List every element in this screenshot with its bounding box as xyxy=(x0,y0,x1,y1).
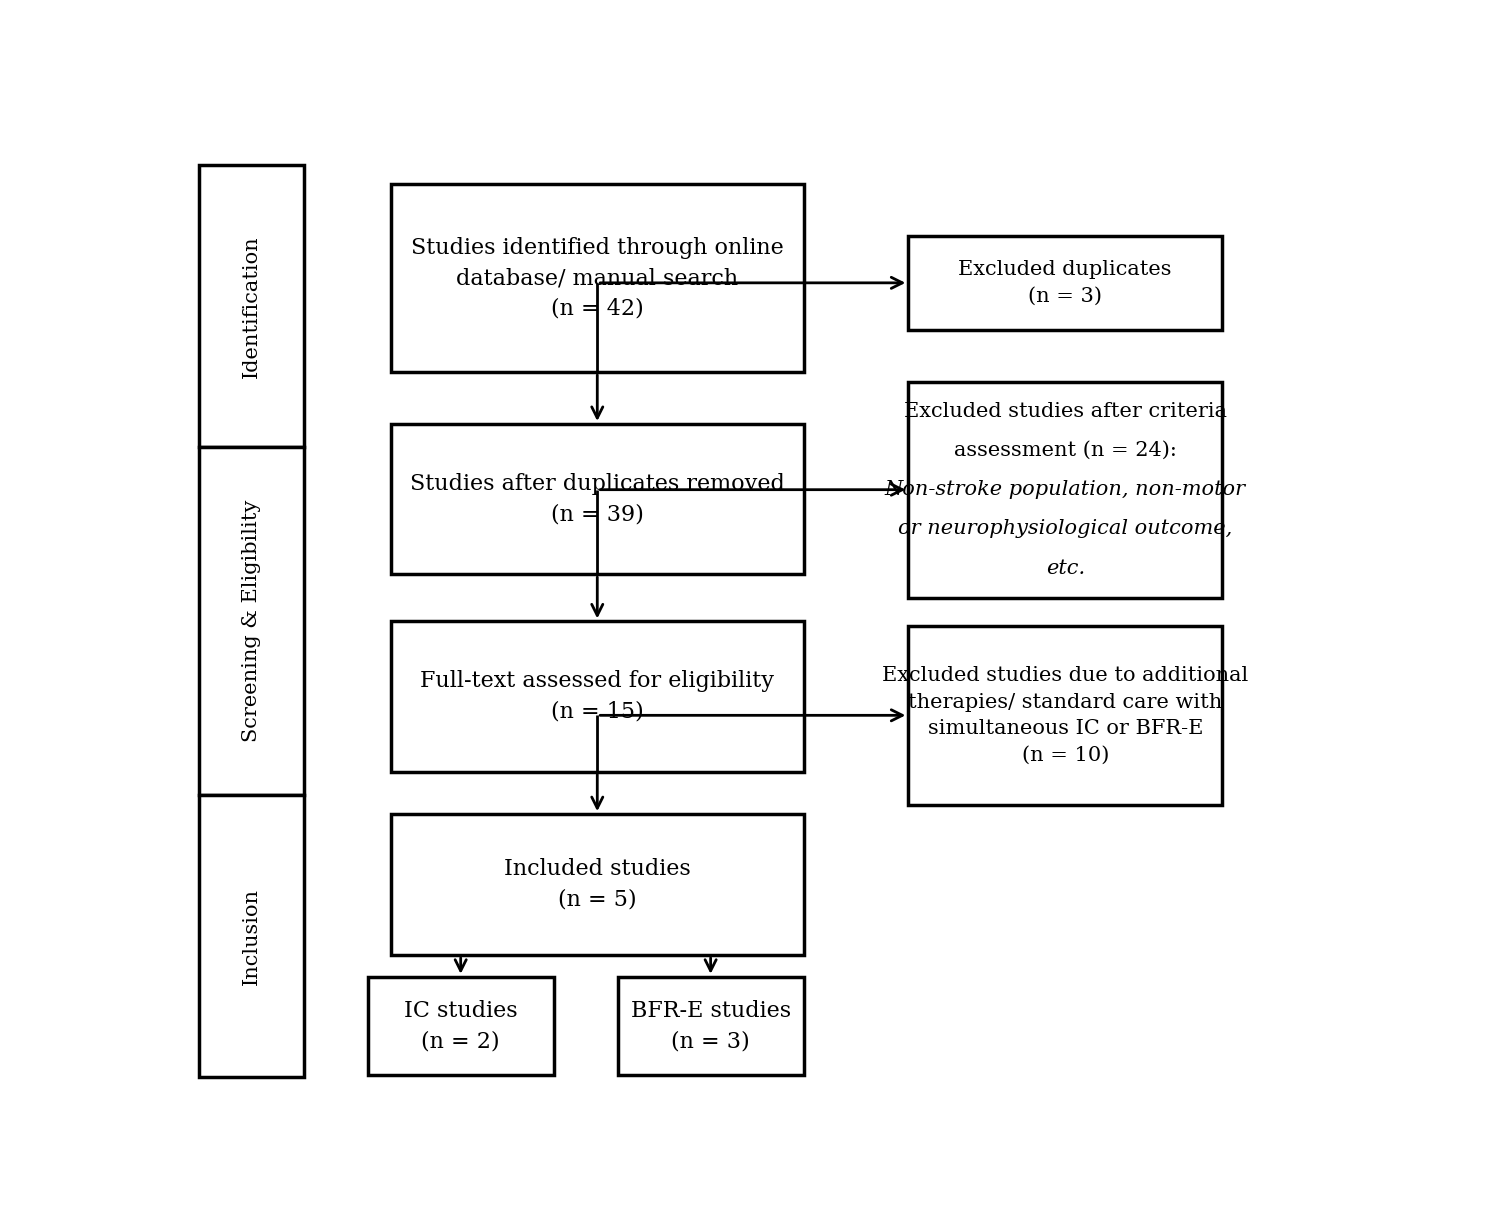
Bar xyxy=(368,977,554,1076)
Bar xyxy=(392,184,804,372)
Text: etc.: etc. xyxy=(1046,559,1084,578)
Bar xyxy=(392,621,804,772)
Bar xyxy=(908,626,1222,805)
Text: Excluded duplicates
(n = 3): Excluded duplicates (n = 3) xyxy=(958,260,1172,305)
Bar xyxy=(392,814,804,955)
Bar xyxy=(200,165,303,447)
Text: Inclusion: Inclusion xyxy=(242,888,261,985)
Text: Studies identified through online
database/ manual search
(n = 42): Studies identified through online databa… xyxy=(411,237,783,320)
Text: BFR-E studies
(n = 3): BFR-E studies (n = 3) xyxy=(630,1000,790,1053)
Bar xyxy=(200,447,303,795)
Text: Identification: Identification xyxy=(242,234,261,377)
Text: Included studies
(n = 5): Included studies (n = 5) xyxy=(504,858,690,911)
Text: Studies after duplicates removed
(n = 39): Studies after duplicates removed (n = 39… xyxy=(410,473,784,525)
Text: or neurophysiological outcome,: or neurophysiological outcome, xyxy=(898,519,1233,538)
Text: Non-stroke population, non-motor: Non-stroke population, non-motor xyxy=(885,480,1245,499)
Bar xyxy=(618,977,804,1076)
Text: IC studies
(n = 2): IC studies (n = 2) xyxy=(404,1000,517,1053)
Bar xyxy=(908,381,1222,598)
Bar xyxy=(392,424,804,574)
Text: Screening & Eligibility: Screening & Eligibility xyxy=(242,501,261,742)
Bar xyxy=(908,236,1222,330)
Text: assessment (n = 24):: assessment (n = 24): xyxy=(954,441,1176,460)
Bar xyxy=(200,795,303,1077)
Text: Excluded studies after criteria: Excluded studies after criteria xyxy=(903,402,1227,420)
Text: Excluded studies due to additional
therapies/ standard care with
simultaneous IC: Excluded studies due to additional thera… xyxy=(882,667,1248,764)
Text: Full-text assessed for eligibility
(n = 15): Full-text assessed for eligibility (n = … xyxy=(420,670,774,723)
